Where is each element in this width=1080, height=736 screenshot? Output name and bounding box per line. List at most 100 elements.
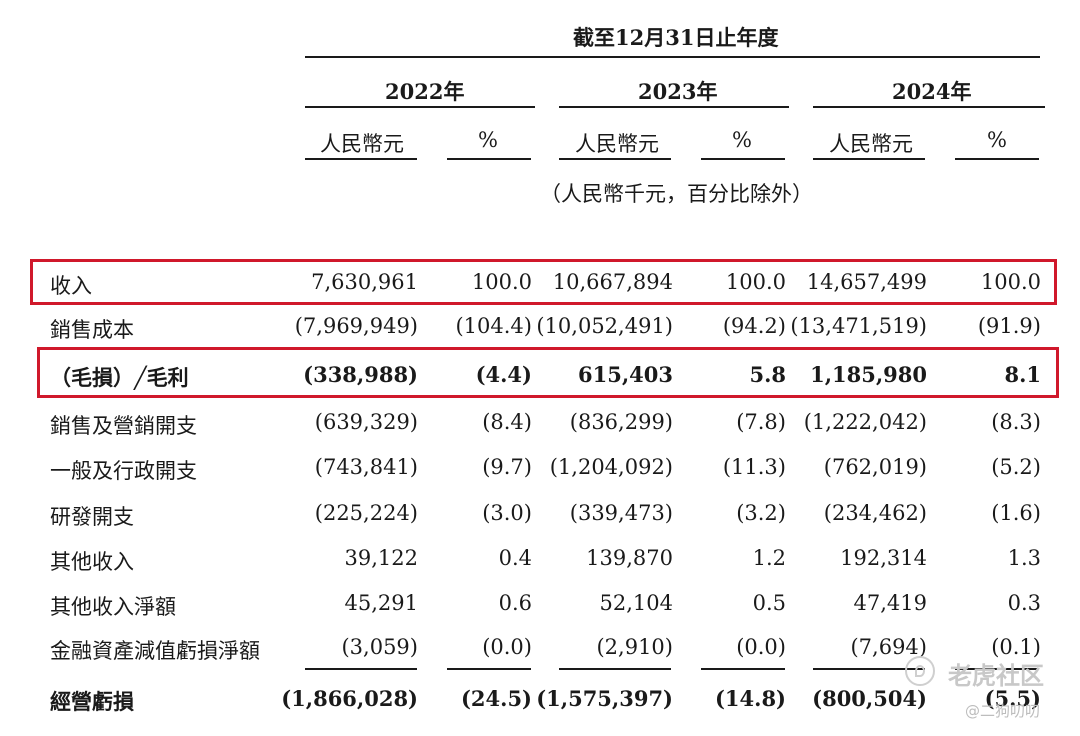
table-row: （毛損）╱毛利 (338,988) (4.4) 615,403 5.8 1,185,980… bbox=[0, 354, 1080, 398]
cell-p2024: (8.3) bbox=[991, 410, 1041, 434]
year-2024-rule bbox=[813, 106, 1045, 108]
cell-p2024: (5.2) bbox=[991, 455, 1041, 479]
cell-v2024: (800,504) bbox=[812, 686, 927, 711]
cell-p2023: (3.2) bbox=[736, 501, 786, 525]
percent-label-2024: % bbox=[987, 128, 1007, 152]
cell-v2022: (743,841) bbox=[314, 455, 418, 479]
cell-v2023: (1,575,397) bbox=[536, 686, 673, 711]
cell-p2024: 100.0 bbox=[980, 270, 1041, 294]
watermark-logo-icon bbox=[905, 656, 935, 686]
currency-label-2024: 人民幣元 bbox=[829, 132, 913, 156]
table-row: 一般及行政開支 (743,841) (9.7) (1,204,092) (11.3) (7… bbox=[0, 447, 1080, 491]
cell-p2024: (1.6) bbox=[991, 501, 1041, 525]
cell-p2023: (7.8) bbox=[736, 410, 786, 434]
cell-p2022: 0.4 bbox=[498, 546, 532, 570]
watermark-handle: @二狗叨叨 bbox=[965, 702, 1041, 720]
cell-v2022: (225,224) bbox=[314, 501, 418, 525]
subtotal-rule-p2022 bbox=[447, 668, 531, 670]
cell-v2024: 1,185,980 bbox=[810, 362, 927, 387]
cell-p2022: (24.5) bbox=[460, 686, 532, 711]
row-label: 收入 bbox=[50, 274, 92, 298]
period-rule bbox=[305, 56, 1040, 58]
cell-p2024: 8.1 bbox=[1004, 362, 1041, 387]
cell-v2023: 10,667,894 bbox=[552, 270, 673, 294]
subtotal-rule-p2024 bbox=[955, 668, 1039, 670]
row-label: 銷售成本 bbox=[50, 318, 134, 342]
percent-rule-2023 bbox=[701, 158, 785, 160]
cell-p2023: (14.8) bbox=[714, 686, 786, 711]
currency-rule-2022 bbox=[305, 158, 417, 160]
cell-p2023: 0.5 bbox=[752, 591, 786, 615]
cell-v2022: 7,630,961 bbox=[311, 270, 418, 294]
table-row: 收入 7,630,961 100.0 10,667,894 100.0 14,657,49… bbox=[0, 262, 1080, 306]
cell-p2023: (0.0) bbox=[736, 635, 786, 659]
cell-v2024: (13,471,519) bbox=[790, 314, 927, 338]
cell-p2022: 0.6 bbox=[498, 591, 532, 615]
row-label: 一般及行政開支 bbox=[50, 459, 197, 483]
cell-v2022: 39,122 bbox=[344, 546, 418, 570]
cell-v2023: (836,299) bbox=[569, 410, 673, 434]
percent-label-2023: % bbox=[732, 128, 752, 152]
row-label: 其他收入淨額 bbox=[50, 595, 176, 619]
cell-p2024: (0.1) bbox=[991, 635, 1041, 659]
currency-label-2023: 人民幣元 bbox=[575, 132, 659, 156]
cell-p2022: (0.0) bbox=[482, 635, 532, 659]
table-row: 金融資產減值虧損淨額 (3,059) (0.0) (2,910) (0.0) (7,694… bbox=[0, 627, 1080, 671]
row-label: 金融資產減值虧損淨額 bbox=[50, 639, 260, 663]
cell-v2022: (338,988) bbox=[303, 362, 418, 387]
subtotal-rule-v2024 bbox=[813, 668, 925, 670]
currency-label-2022: 人民幣元 bbox=[320, 132, 404, 156]
year-2022-rule bbox=[305, 106, 535, 108]
year-2024: 2024年 bbox=[892, 79, 972, 104]
cell-v2022: (7,969,949) bbox=[294, 314, 418, 338]
cell-p2023: 100.0 bbox=[725, 270, 786, 294]
cell-v2024: 192,314 bbox=[840, 546, 927, 570]
cell-p2022: 100.0 bbox=[471, 270, 532, 294]
table-row: 銷售成本 (7,969,949) (104.4) (10,052,491) (94.2)… bbox=[0, 306, 1080, 350]
cell-p2024: (5.5) bbox=[984, 686, 1041, 711]
year-2022: 2022年 bbox=[385, 79, 465, 104]
cell-v2023: (2,910) bbox=[596, 635, 673, 659]
subtotal-rule-v2022 bbox=[305, 668, 417, 670]
cell-p2022: (3.0) bbox=[482, 501, 532, 525]
cell-v2024: 14,657,499 bbox=[806, 270, 927, 294]
highlight-box-revenue bbox=[30, 259, 1057, 305]
cell-v2022: (3,059) bbox=[341, 635, 418, 659]
percent-rule-2024 bbox=[955, 158, 1039, 160]
year-2023: 2023年 bbox=[638, 79, 718, 104]
table-row: 經營虧損 (1,866,028) (24.5) (1,575,397) (14.8) (8… bbox=[0, 678, 1080, 722]
table-row: 其他收入淨額 45,291 0.6 52,104 0.5 47,419 0.3 bbox=[0, 583, 1080, 627]
cell-v2024: (234,462) bbox=[823, 501, 927, 525]
cell-v2023: (339,473) bbox=[569, 501, 673, 525]
cell-p2022: (9.7) bbox=[482, 455, 532, 479]
percent-rule-2022 bbox=[447, 158, 531, 160]
cell-v2023: (1,204,092) bbox=[549, 455, 673, 479]
table-row: 其他收入 39,122 0.4 139,870 1.2 192,314 1.3 bbox=[0, 538, 1080, 582]
cell-v2023: (10,052,491) bbox=[536, 314, 673, 338]
cell-v2024: (762,019) bbox=[823, 455, 927, 479]
cell-v2024: (1,222,042) bbox=[803, 410, 927, 434]
year-2023-rule bbox=[559, 106, 789, 108]
cell-p2024: (91.9) bbox=[977, 314, 1041, 338]
watermark-brand: 老虎社区 bbox=[948, 662, 1044, 690]
row-label: 研發開支 bbox=[50, 505, 134, 529]
cell-p2022: (104.4) bbox=[455, 314, 532, 338]
cell-p2024: 1.3 bbox=[1007, 546, 1041, 570]
cell-v2022: (639,329) bbox=[314, 410, 418, 434]
row-label: 銷售及營銷開支 bbox=[50, 414, 197, 438]
subtotal-rule-p2023 bbox=[701, 668, 785, 670]
period-title: 截至12月31日止年度 bbox=[573, 25, 779, 50]
table-row: 銷售及營銷開支 (639,329) (8.4) (836,299) (7.8) (1,22… bbox=[0, 402, 1080, 446]
cell-v2023: 52,104 bbox=[599, 591, 673, 615]
cell-p2024: 0.3 bbox=[1007, 591, 1041, 615]
unit-note: （人民幣千元，百分比除外） bbox=[540, 182, 813, 206]
cell-p2022: (8.4) bbox=[482, 410, 532, 434]
cell-p2023: 5.8 bbox=[749, 362, 786, 387]
table-row: 研發開支 (225,224) (3.0) (339,473) (3.2) (234,462… bbox=[0, 493, 1080, 537]
row-label: （毛損）╱毛利 bbox=[50, 365, 189, 390]
row-label: 其他收入 bbox=[50, 550, 134, 574]
cell-v2023: 615,403 bbox=[578, 362, 673, 387]
cell-v2023: 139,870 bbox=[586, 546, 673, 570]
currency-rule-2023 bbox=[559, 158, 671, 160]
row-label: 經營虧損 bbox=[50, 689, 134, 714]
